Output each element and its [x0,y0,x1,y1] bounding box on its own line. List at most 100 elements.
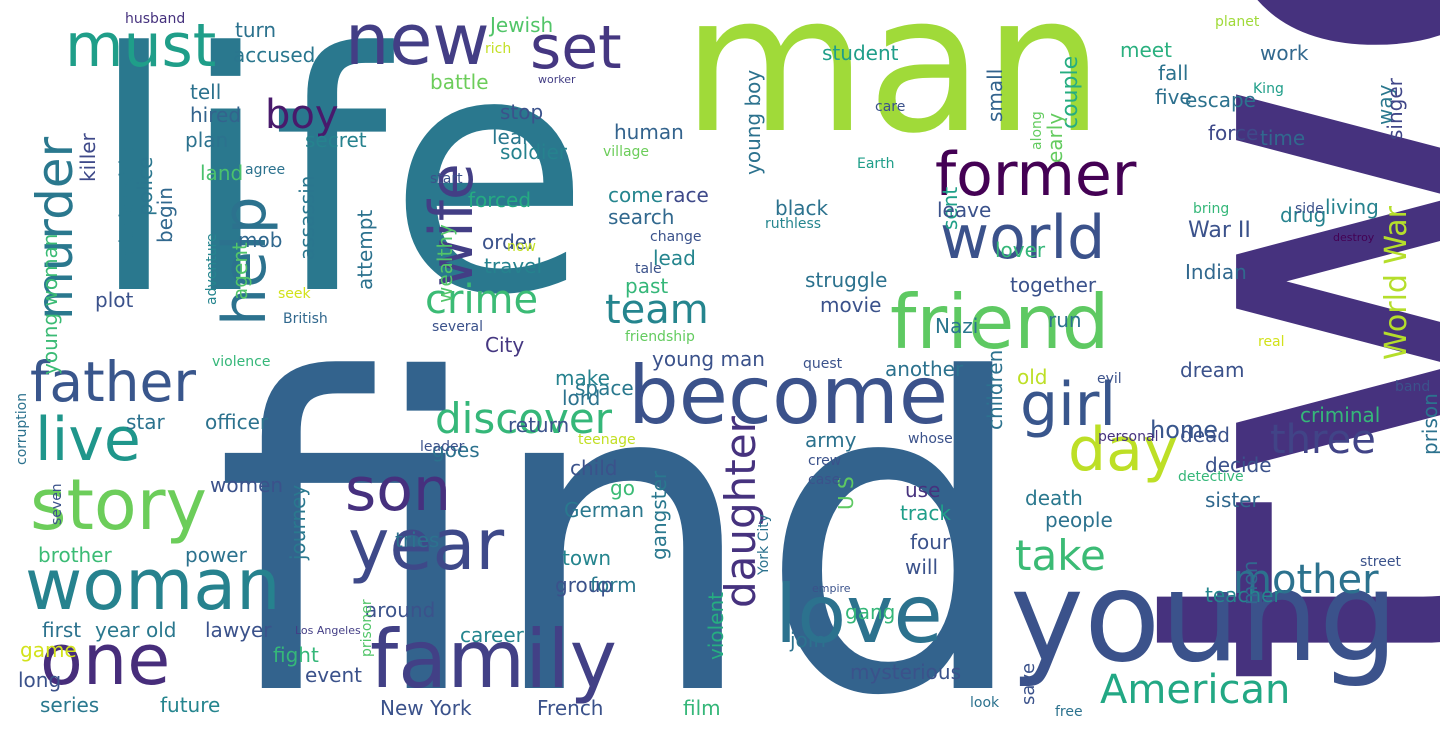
word-54: Jewish [490,13,554,37]
word-97: movie [820,293,882,317]
word-50: student [822,41,899,65]
word-98: young man [652,347,765,371]
word-80: seek [278,286,311,302]
word-24: day [1068,415,1179,485]
word-90: travel [484,254,543,278]
word-5: new [345,0,490,81]
word-81: British [283,311,328,327]
word-42: force [1208,121,1259,145]
word-110: together [1010,273,1097,297]
word-66: tell [190,80,222,104]
word-40: singer [1383,78,1407,140]
word-67: plan [185,128,229,152]
word-91: wealthy [433,224,457,303]
word-183: King [1253,81,1284,97]
word-79: adventure [204,233,220,305]
word-137: group [555,573,614,597]
word-109: Indian [1185,260,1247,284]
word-189: change [650,229,702,245]
word-16: father [30,350,196,414]
word-3: man [682,0,1104,175]
word-27: crime [425,277,539,323]
word-165: prisoner [359,599,375,657]
word-83: forced [468,188,532,212]
word-167: York City [756,513,772,575]
word-169: crew [808,453,842,469]
word-191: several [432,319,484,335]
word-53: turn [235,18,277,42]
word-94: black [775,196,829,220]
word-147: tries [395,528,440,552]
word-117: prison [1418,393,1440,455]
word-173: street [1360,554,1401,570]
word-51: young boy [741,69,765,175]
word-29: discover [435,394,612,443]
word-103: another [885,357,964,381]
word-126: use [905,478,941,502]
word-59: battle [430,70,489,94]
word-124: men [1238,560,1262,605]
word-18: story [30,464,207,546]
word-31: daughter [716,416,765,608]
word-155: event [305,663,362,687]
word-119: decide [1205,453,1272,477]
word-153: game [20,638,77,662]
word-102: lord [562,386,601,410]
word-164: gang [845,600,896,624]
word-177: evil [1097,371,1122,387]
word-57: rich [485,41,512,57]
word-86: search [608,205,675,229]
word-13: friend [890,278,1110,366]
word-112: run [1048,308,1082,332]
word-72: land [200,161,244,185]
word-108: living [1325,195,1379,219]
word-75: assassin [295,175,319,260]
word-60: stop [500,100,544,124]
word-182: side [1295,201,1324,217]
word-15: love [775,568,943,661]
word-184: care [875,99,906,115]
word-84: come [608,183,664,207]
word-92: past [625,274,669,298]
word-33: American [1100,667,1291,713]
word-45: meet [1120,38,1172,62]
word-43: five [1155,85,1192,109]
word-152: lawyer [205,618,272,642]
word-144: journey [286,484,310,560]
word-170: case [808,472,841,488]
word-174: detective [1178,469,1244,485]
word-52: accused [233,43,316,67]
word-154: fight [273,643,319,667]
word-171: look [970,695,1000,711]
word-1: find [215,290,1032,735]
word-179: real [1258,334,1285,350]
word-116: criminal [1300,403,1381,427]
word-107: drug [1280,203,1327,227]
word-157: series [40,693,100,717]
word-128: four [910,530,951,554]
word-61: learn [492,125,543,149]
word-77: agent [228,242,252,300]
word-123: teacher [1205,583,1282,607]
word-146: power [185,543,247,567]
word-142: officer [205,410,269,434]
word-162: join [790,628,827,652]
word-140: goes [432,438,480,462]
word-111: Nazi [935,314,979,338]
word-28: team [605,287,709,333]
word-149: career [460,623,524,647]
word-69: relationship [115,146,139,264]
word-120: sister [1205,488,1260,512]
word-87: order [482,230,536,254]
word-131: army [805,428,857,452]
word-89: lead [653,246,696,270]
word-132: child [570,456,618,480]
word-74: begin [153,187,177,243]
word-37: home [1150,416,1219,444]
word-32: mother [1233,557,1379,603]
word-19: woman [25,544,281,626]
word-138: gangster [647,470,671,560]
word-38: escape [1185,88,1256,112]
word-186: Earth [857,156,895,172]
